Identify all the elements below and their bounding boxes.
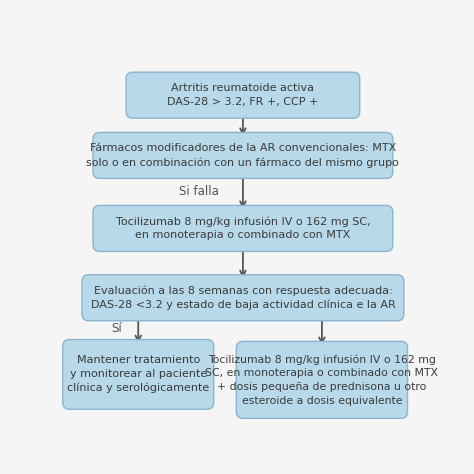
Text: Tocilizumab 8 mg/kg infusión IV o 162 mg
SC, en monoterapia o combinado con MTX
: Tocilizumab 8 mg/kg infusión IV o 162 mg… (205, 354, 438, 406)
Text: Artritis reumatoide activa
DAS-28 > 3.2, FR +, CCP +: Artritis reumatoide activa DAS-28 > 3.2,… (167, 83, 319, 107)
FancyBboxPatch shape (237, 341, 408, 419)
FancyBboxPatch shape (82, 275, 404, 321)
FancyBboxPatch shape (93, 205, 393, 251)
FancyBboxPatch shape (126, 72, 360, 118)
Text: Sí: Sí (111, 322, 121, 335)
Text: Evaluación a las 8 semanas con respuesta adecuada:
DAS-28 <3.2 y estado de baja : Evaluación a las 8 semanas con respuesta… (91, 285, 395, 310)
Text: Fármacos modificadores de la AR convencionales: MTX
solo o en combinación con un: Fármacos modificadores de la AR convenci… (86, 143, 400, 168)
FancyBboxPatch shape (63, 339, 214, 409)
Text: Mantener tratamiento
y monitorear al paciente
clínica y serológicamente: Mantener tratamiento y monitorear al pac… (67, 356, 210, 393)
Text: Si falla: Si falla (179, 185, 219, 198)
FancyBboxPatch shape (93, 132, 393, 178)
Text: Tocilizumab 8 mg/kg infusión IV o 162 mg SC,
en monoterapia o combinado con MTX: Tocilizumab 8 mg/kg infusión IV o 162 mg… (116, 216, 370, 240)
